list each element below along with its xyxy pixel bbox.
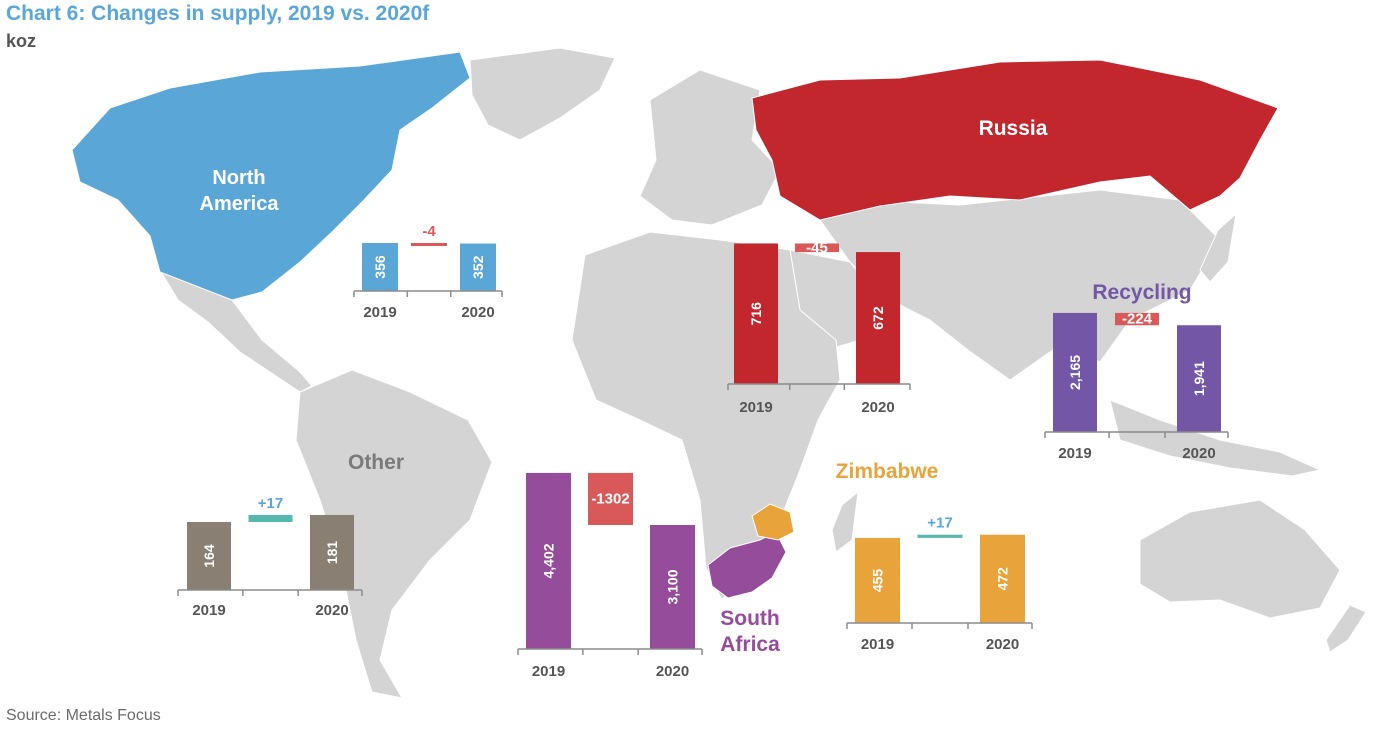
other-change-label: +17 xyxy=(258,495,283,512)
chart-unit-label: koz xyxy=(6,31,37,51)
russia-change-bar xyxy=(795,243,839,253)
europe-shape xyxy=(639,69,781,226)
south-africa-change-bar xyxy=(588,472,633,525)
north-america-year-label-2019: 2019 xyxy=(363,304,396,321)
other-year-label-2020: 2020 xyxy=(315,602,348,619)
highlighted-regions xyxy=(71,51,1279,599)
russia-year-label-2019: 2019 xyxy=(739,399,772,416)
south-africa-year-label-2020: 2020 xyxy=(656,663,689,680)
north-america-bar-2019 xyxy=(362,243,398,291)
zimbabwe-year-label-2020: 2020 xyxy=(986,636,1019,653)
source-note: Source: Metals Focus xyxy=(6,707,161,724)
recycling-bar-value-2020: 1,941 xyxy=(1191,361,1207,396)
south-africa-bar-value-2019: 4,402 xyxy=(541,543,557,578)
south-africa-chart: South Africa 4,402 3,100 -1302 2019 2020 xyxy=(517,472,780,680)
zimbabwe-change-bar xyxy=(917,534,963,538)
japan-shape xyxy=(1199,212,1237,283)
greenland-shape xyxy=(469,47,616,141)
russia-bar-value-2020: 672 xyxy=(870,306,886,330)
zimbabwe-region-label: Zimbabwe xyxy=(836,460,939,483)
russia-year-label-2020: 2020 xyxy=(861,399,894,416)
north-america-bar-value-2020: 352 xyxy=(470,255,486,279)
russia-bar-value-2019: 716 xyxy=(748,302,764,326)
zimbabwe-chart: Zimbabwe 455 472 +17 2019 2020 xyxy=(836,460,1033,653)
south-africa-year-label-2019: 2019 xyxy=(532,663,565,680)
zimbabwe-bar-2020 xyxy=(980,534,1025,623)
chart-title: Chart 6: Changes in supply, 2019 vs. 202… xyxy=(6,2,430,25)
russia-bar-2020 xyxy=(856,252,900,384)
other-bar-2020 xyxy=(310,514,354,590)
other-year-label-2019: 2019 xyxy=(192,602,225,619)
south-africa-region xyxy=(707,531,787,599)
recycling-region-label: Recycling xyxy=(1092,281,1191,304)
russia-region xyxy=(751,59,1279,221)
recycling-year-label-2020: 2020 xyxy=(1182,445,1215,462)
russia-chart: Russia 716 672 -45 2019 2020 xyxy=(727,117,1048,416)
north-america-change-label: -4 xyxy=(422,223,436,240)
other-region-label: Other xyxy=(348,451,404,474)
south-africa-region-label: Africa xyxy=(720,633,780,656)
australia-shape xyxy=(1139,499,1341,619)
russia-region-label: Russia xyxy=(979,117,1048,140)
recycling-bar-2020 xyxy=(1177,325,1221,432)
north-america-region-label: America xyxy=(200,193,280,215)
zimbabwe-bar-2019 xyxy=(855,537,900,623)
north-america-change-bar xyxy=(411,243,447,247)
other-bar-value-2019: 164 xyxy=(201,544,217,568)
zimbabwe-bar-value-2020: 472 xyxy=(995,567,1011,591)
recycling-change-bar xyxy=(1115,312,1159,326)
other-chart: Other 164 181 +17 2019 2020 xyxy=(177,451,404,619)
south-africa-change-label: -1302 xyxy=(591,490,629,507)
north-america-bar-2020 xyxy=(460,243,496,291)
recycling-bar-2019 xyxy=(1053,312,1097,432)
south-africa-bar-2020 xyxy=(650,525,695,649)
zimbabwe-change-label: +17 xyxy=(927,515,952,532)
recycling-year-label-2019: 2019 xyxy=(1058,445,1091,462)
north-america-region-label: North xyxy=(212,167,265,189)
south-africa-bar-value-2020: 3,100 xyxy=(665,569,681,604)
madagascar-shape xyxy=(831,490,859,553)
south-africa-bar-2019 xyxy=(526,472,571,649)
other-change-bar xyxy=(248,514,293,523)
other-bar-value-2020: 181 xyxy=(324,541,340,565)
north-america-bar-value-2019: 356 xyxy=(372,255,388,279)
north-america-year-label-2020: 2020 xyxy=(461,304,494,321)
zimbabwe-region xyxy=(751,503,795,541)
north-america-region xyxy=(71,51,471,301)
recycling-bar-value-2019: 2,165 xyxy=(1067,355,1083,390)
russia-bar-2019 xyxy=(734,243,778,384)
recycling-change-label: -224 xyxy=(1122,311,1153,328)
recycling-chart: Recycling 2,165 1,941 -224 2019 2020 xyxy=(1044,281,1229,462)
zimbabwe-bar-value-2019: 455 xyxy=(870,569,886,593)
waterfall-charts: North America 356 352 -4 2019 2020 Russia 716 672… xyxy=(177,117,1229,680)
zimbabwe-year-label-2019: 2019 xyxy=(861,636,894,653)
russia-change-label: -45 xyxy=(806,239,828,256)
new-zealand-shape xyxy=(1325,604,1367,653)
north-america-chart: North America 356 352 -4 2019 2020 xyxy=(200,167,503,321)
south-africa-region-label: South xyxy=(720,607,779,630)
other-bar-2019 xyxy=(187,522,231,590)
